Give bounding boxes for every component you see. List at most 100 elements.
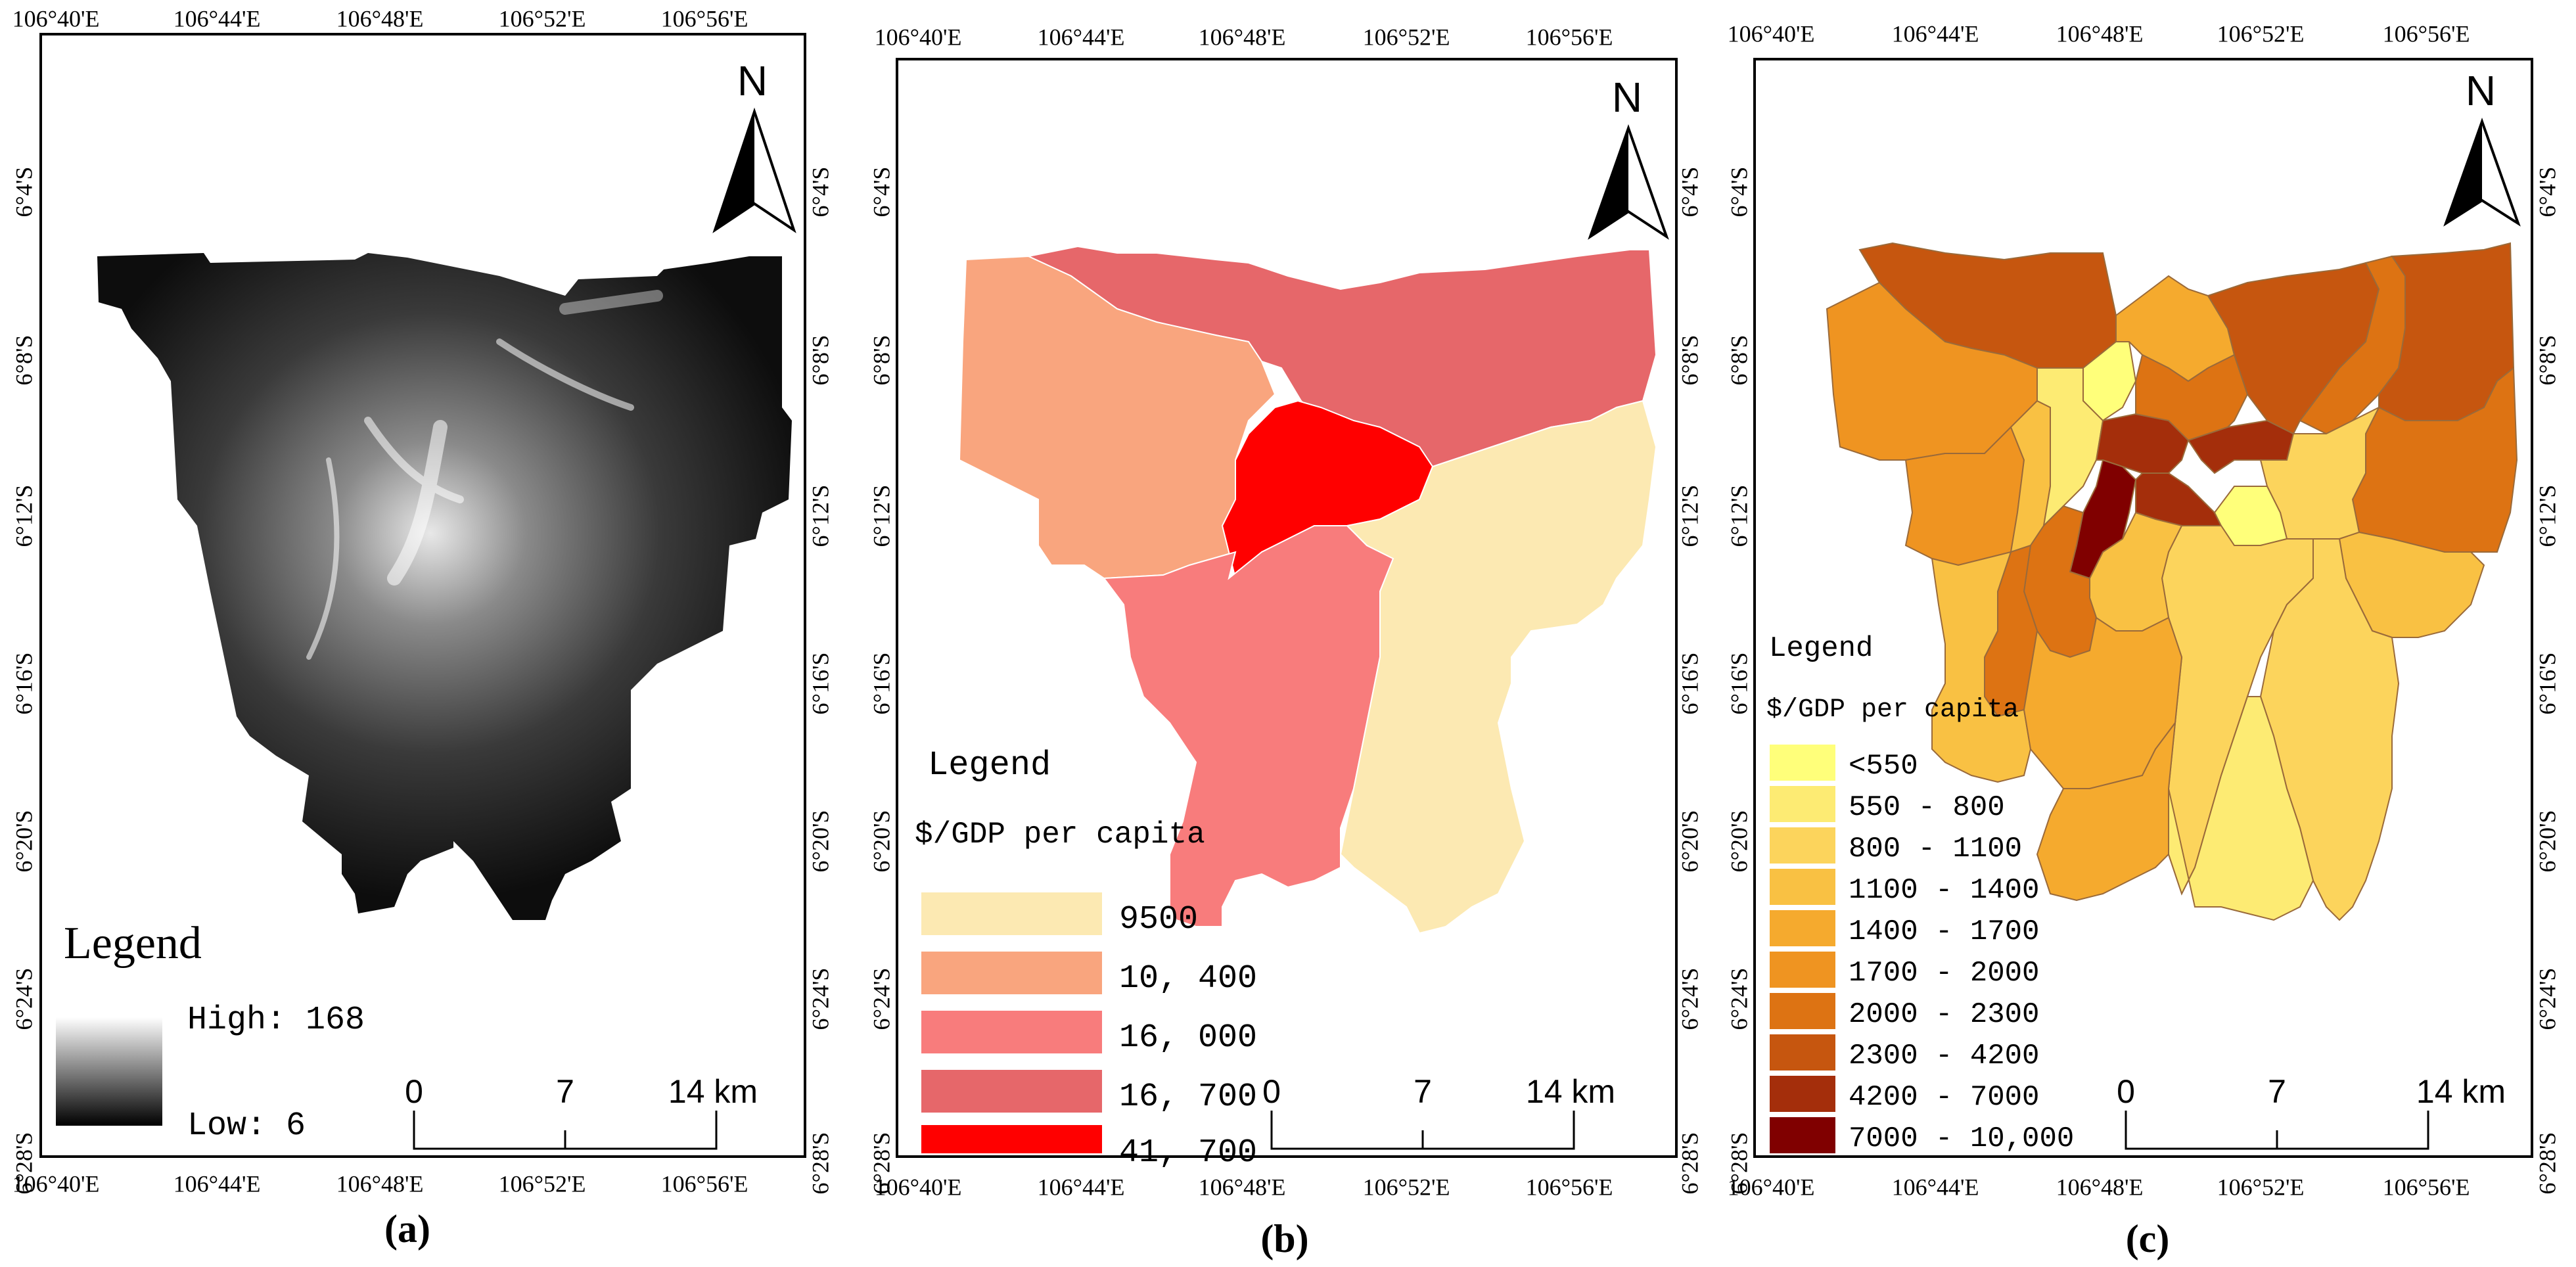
legend-items: <550 550 - 800 800 - 1100 1100 - 1400 14…: [1770, 745, 2074, 1155]
legend-item-label: 16, 700: [1119, 1078, 1257, 1116]
left-latitude-label: 6°24'S: [868, 968, 894, 1030]
scale-label-0: 0: [1262, 1073, 1281, 1110]
legend-title: Legend: [64, 918, 202, 969]
left-latitude-label: 6°16'S: [1726, 653, 1752, 715]
legend-items: 9500 10, 400 16, 000 16, 700 41, 700: [921, 892, 1257, 1172]
left-latitude-label: 6°24'S: [1726, 968, 1752, 1030]
right-latitude-label: 6°16'S: [807, 653, 833, 715]
right-latitude-label: 6°8'S: [807, 335, 833, 386]
scale-label-14km: 14 km: [668, 1073, 758, 1110]
legend-item-label: <550: [1849, 750, 1918, 783]
district-south: [1103, 525, 1394, 927]
left-latitude-label: 6°8'S: [11, 335, 37, 386]
scale-bar-line: [413, 1111, 718, 1150]
panel-a-bright-streaks: [306, 290, 663, 660]
legend-swatch: [1770, 745, 1835, 781]
legend-swatch: [1770, 993, 1835, 1029]
panel-c-north-arrow: N: [2443, 67, 2521, 227]
left-latitude-label: 6°4'S: [11, 167, 37, 218]
right-latitude-label: 6°16'S: [1676, 653, 1703, 715]
legend-item-label: 800 - 1100: [1849, 833, 2022, 865]
panel-b-north-arrow: N: [1588, 74, 1669, 240]
legend-swatch: [921, 952, 1102, 994]
right-latitude-label: 6°24'S: [807, 968, 833, 1030]
scale-bar-line: [1270, 1111, 1575, 1150]
scale-label-7: 7: [556, 1073, 574, 1110]
right-latitude-label: 6°4'S: [2534, 167, 2560, 218]
north-arrow-fill: [1590, 128, 1628, 237]
top-longitude-label: 106°52'E: [1363, 24, 1450, 50]
panel-b-districts: [958, 245, 1657, 934]
legend-item-label: 41, 700: [1119, 1134, 1257, 1172]
top-longitude-label: 106°40'E: [12, 5, 100, 32]
north-label: N: [737, 57, 768, 104]
scale-label-14km: 14 km: [2416, 1073, 2506, 1110]
left-latitude-label: 6°4'S: [868, 167, 894, 218]
legend-swatch: [1770, 1034, 1835, 1071]
right-latitude-label: 6°20'S: [2534, 810, 2560, 873]
right-latitude-label: 6°8'S: [2534, 335, 2560, 386]
bright-corridor-4: [496, 338, 634, 411]
legend-swatch: [1770, 827, 1835, 864]
top-longitude-label: 106°56'E: [2383, 20, 2470, 47]
top-longitude-label: 106°44'E: [173, 5, 261, 32]
panel-a-legend: Legend High: 168 Low: 6: [56, 918, 365, 1145]
panel-c: N Legend $/GDP per capita <550 550 - 800…: [1753, 58, 2533, 1260]
top-longitude-label: 106°52'E: [2217, 20, 2305, 47]
bottom-longitude-label: 106°48'E: [1199, 1174, 1286, 1200]
panel-c-districts: [1826, 242, 2518, 921]
legend-item-label: 1400 - 1700: [1849, 915, 2039, 948]
top-longitude-label: 106°56'E: [1526, 24, 1613, 50]
north-label: N: [2466, 67, 2496, 114]
bottom-longitude-label: 106°52'E: [2217, 1174, 2305, 1200]
scale-label-0: 0: [2117, 1073, 2135, 1110]
bright-corridor-2: [364, 417, 464, 503]
bottom-longitude-label: 106°48'E: [2056, 1174, 2144, 1200]
panel-a-north-arrow: N: [712, 57, 796, 233]
panel-caption: (c): [2126, 1217, 2170, 1260]
right-latitude-label: 6°16'S: [2534, 653, 2560, 715]
legend-swatch: [1770, 869, 1835, 905]
left-latitude-label: 6°28'S: [11, 1132, 37, 1195]
panel-caption: (a): [384, 1207, 430, 1251]
scale-bar-line: [2125, 1111, 2429, 1150]
legend-gradient-bar: [56, 1017, 162, 1126]
bottom-longitude-label: 106°52'E: [1363, 1174, 1450, 1200]
scale-label-14km: 14 km: [1526, 1073, 1615, 1110]
right-latitude-label: 6°28'S: [1676, 1132, 1703, 1195]
north-label: N: [1612, 74, 1642, 121]
scale-label-0: 0: [405, 1073, 423, 1110]
left-latitude-label: 6°24'S: [11, 968, 37, 1030]
right-latitude-label: 6°4'S: [807, 167, 833, 218]
top-longitude-label: 106°48'E: [336, 5, 424, 32]
bright-corridor-1: [387, 420, 448, 586]
scale-label-7: 7: [1414, 1073, 1432, 1110]
panel-a-raster-shape: [97, 253, 792, 920]
legend-title: Legend: [928, 746, 1051, 785]
legend-title: Legend: [1769, 632, 1873, 665]
legend-item-label: 2000 - 2300: [1849, 998, 2039, 1031]
left-latitude-label: 6°16'S: [868, 653, 894, 715]
right-latitude-label: 6°20'S: [807, 810, 833, 873]
panel-b: N Legend $/GDP per capita 9500 10, 400 1…: [896, 58, 1678, 1260]
left-latitude-label: 6°28'S: [868, 1132, 894, 1195]
district-c-s2: [2168, 696, 2314, 921]
bright-corridor-5: [306, 457, 340, 660]
bottom-longitude-label: 106°48'E: [336, 1170, 424, 1197]
left-latitude-label: 6°16'S: [11, 653, 37, 715]
left-latitude-label: 6°12'S: [868, 485, 894, 547]
legend-item-label: 9500: [1119, 901, 1198, 938]
legend-low-label: Low: 6: [187, 1107, 306, 1145]
legend-item-label: 2300 - 4200: [1849, 1040, 2039, 1072]
right-latitude-label: 6°4'S: [1676, 167, 1703, 218]
left-latitude-label: 6°4'S: [1726, 167, 1752, 218]
legend-swatch: [1770, 910, 1835, 946]
left-latitude-label: 6°12'S: [11, 485, 37, 547]
panel-caption: (b): [1260, 1217, 1308, 1260]
legend-swatch: [1770, 952, 1835, 988]
right-latitude-label: 6°24'S: [2534, 968, 2560, 1030]
bottom-longitude-label: 106°44'E: [173, 1170, 261, 1197]
bottom-longitude-label: 106°44'E: [1038, 1174, 1125, 1200]
left-latitude-label: 6°12'S: [1726, 485, 1752, 547]
